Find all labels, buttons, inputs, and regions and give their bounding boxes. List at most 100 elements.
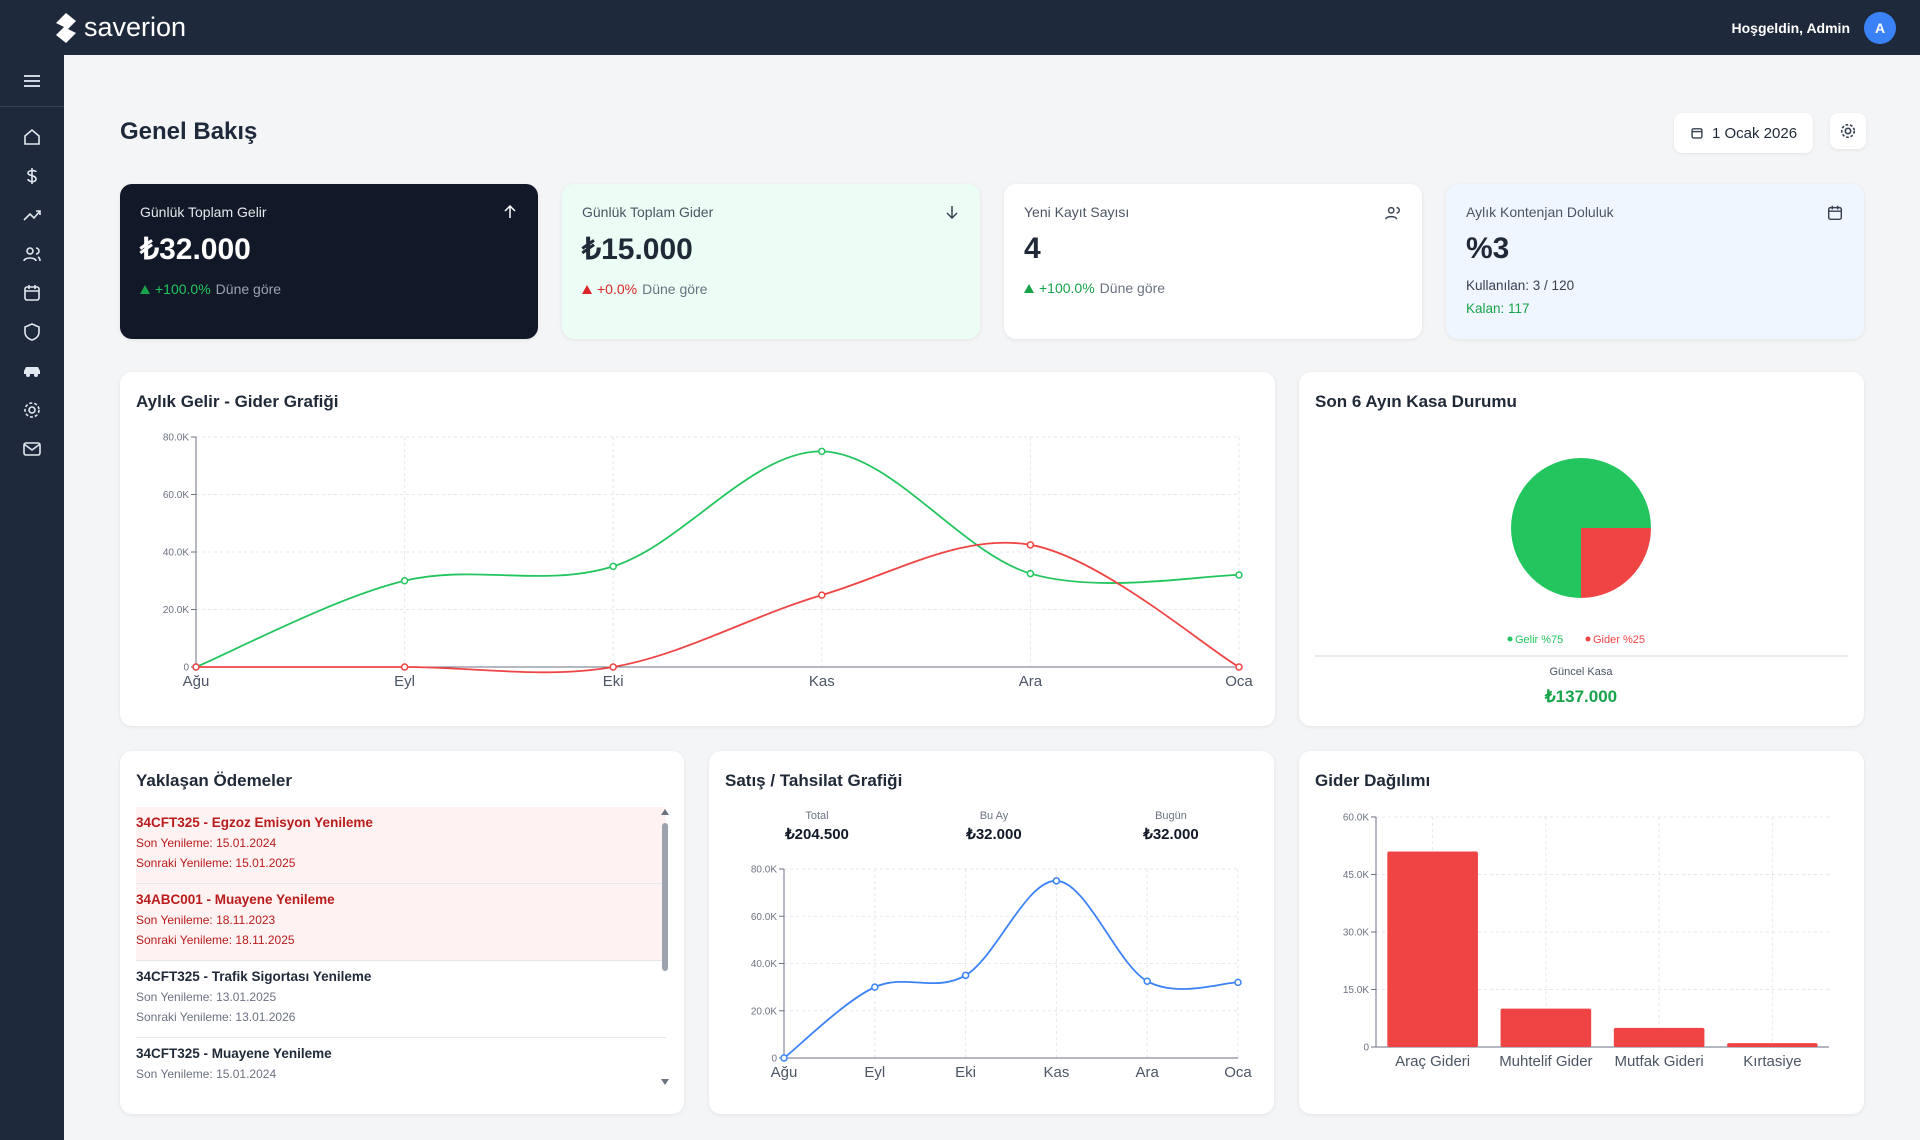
last-renewal: Son Yenileme: 15.01.2024 bbox=[136, 836, 277, 850]
page-title: Genel Bakış bbox=[120, 118, 258, 145]
finance-icon[interactable] bbox=[22, 166, 42, 186]
data-point bbox=[400, 577, 409, 585]
data-point bbox=[609, 562, 617, 571]
series-line bbox=[195, 450, 1240, 668]
series-line bbox=[783, 879, 1239, 1059]
data-point bbox=[1235, 663, 1243, 671]
settings-icon[interactable] bbox=[22, 400, 42, 420]
shield-icon[interactable] bbox=[22, 322, 42, 342]
y-tick-label: 60.0K bbox=[163, 490, 189, 501]
legend-label: Gelir %75 bbox=[1515, 634, 1563, 646]
gear-icon bbox=[1840, 123, 1856, 139]
x-tick-label: Eyl bbox=[394, 673, 415, 690]
up-triangle bbox=[582, 284, 592, 294]
legend-dot bbox=[1585, 636, 1591, 642]
avatar: A bbox=[1864, 11, 1896, 44]
y-tick-label: 40.0K bbox=[751, 959, 777, 970]
brand[interactable]: saverion bbox=[54, 12, 186, 43]
kpi-value: %3 bbox=[1466, 232, 1510, 265]
kpi-note: Düne göre bbox=[1099, 280, 1166, 296]
kpi-title: Yeni Kayıt Sayısı bbox=[1024, 204, 1130, 220]
kpi-value: ₺15.000 bbox=[582, 233, 693, 266]
y-tick-label: 40.0K bbox=[163, 548, 189, 559]
payment-item[interactable]: 34CFT325 - Trafik Sigortası Yenileme Son … bbox=[136, 961, 666, 1038]
data-point bbox=[192, 663, 200, 671]
bar bbox=[1387, 851, 1478, 1047]
kpi-card: Günlük Toplam Gider ₺15.000 +0.0% Düne gö… bbox=[562, 184, 980, 339]
legend-dot bbox=[1507, 636, 1513, 642]
settings-button[interactable] bbox=[1830, 113, 1866, 149]
chart-card: 0 15.0K 30.0K 45.0K 60.0K Araç Gideri Muhtelif… bbox=[1299, 751, 1864, 1114]
payment-item[interactable]: 34CFT325 - Egzoz Emisyon Yenileme Son Yen… bbox=[136, 807, 666, 884]
series-line bbox=[196, 541, 1240, 674]
kpi-change: +100.0% bbox=[1039, 280, 1095, 296]
data-point bbox=[1026, 569, 1035, 578]
data-point bbox=[1234, 978, 1242, 987]
total-label: Güncel Kasa bbox=[1550, 666, 1614, 678]
last-renewal: Son Yenileme: 15.01.2024 bbox=[136, 1067, 277, 1081]
kpi-card: Günlük Toplam Gelir ₺32.000 +100.0% Düne … bbox=[120, 184, 538, 339]
payment-item[interactable]: 34ABC001 - Muayene Yenileme Son Yenileme:… bbox=[136, 884, 666, 961]
chart-card: 0 20.0K 40.0K 60.0K 80.0K Ağu Eyl Eki Kas Ara Oca … bbox=[120, 372, 1275, 726]
calendar-icon[interactable] bbox=[22, 283, 42, 303]
kpi-used: Kullanılan: 3 / 120 bbox=[1466, 278, 1575, 293]
x-tick-label: Kas bbox=[809, 673, 835, 690]
payment-item[interactable]: 34CFT325 - Muayene Yenileme Son Yenileme:… bbox=[136, 1038, 666, 1087]
x-tick-label: Eyl bbox=[864, 1064, 885, 1081]
chart-card: Total ₺204.500 Bu Ay ₺32.000 Bugün ₺32.000 0 20… bbox=[709, 751, 1274, 1114]
mail-icon[interactable] bbox=[22, 439, 42, 459]
y-tick-label: 30.0K bbox=[1343, 928, 1369, 939]
y-tick-label: 45.0K bbox=[1343, 870, 1369, 881]
users-icon[interactable] bbox=[22, 244, 42, 264]
divider bbox=[0, 106, 64, 107]
chart: 0 20.0K 40.0K 60.0K 80.0K Ağu Eyl Eki Kas Ara Oca bbox=[163, 433, 1254, 691]
home-icon[interactable] bbox=[22, 127, 42, 147]
pie-slice bbox=[1581, 528, 1651, 598]
chart-title: Son 6 Ayın Kasa Durumu bbox=[1315, 392, 1517, 411]
chart-card: Gelir %75 Gider %25 Güncel Kasa ₺137.000 So… bbox=[1299, 372, 1864, 726]
trend-icon[interactable] bbox=[22, 205, 42, 225]
car-icon[interactable] bbox=[22, 361, 42, 381]
menu-icon[interactable] bbox=[21, 70, 43, 92]
x-tick-label: Eki bbox=[955, 1064, 976, 1081]
payments-card: Yaklaşan Ödemeler 34CFT325 - Egzoz Emisy… bbox=[120, 751, 684, 1114]
payment-title: 34CFT325 - Trafik Sigortası Yenileme bbox=[136, 969, 372, 984]
kpi-card: Yeni Kayıt Sayısı 4 +100.0% Düne göre bbox=[1004, 184, 1422, 339]
data-point bbox=[1026, 541, 1035, 549]
bar bbox=[1500, 1008, 1592, 1047]
chart: Total ₺204.500 Bu Ay ₺32.000 Bugün ₺32.000 0 20… bbox=[751, 810, 1253, 1081]
kpi-title: Günlük Toplam Gider bbox=[582, 204, 714, 220]
payment-title: 34CFT325 - Muayene Yenileme bbox=[136, 1046, 332, 1061]
data-point bbox=[609, 663, 617, 671]
chart: Gelir %75 Gider %25 Güncel Kasa ₺137.000 bbox=[1315, 458, 1848, 706]
sidebar bbox=[0, 55, 64, 1140]
y-tick-label: 80.0K bbox=[163, 433, 189, 444]
last-renewal: Son Yenileme: 18.11.2023 bbox=[136, 913, 276, 927]
logo bbox=[56, 12, 76, 43]
data-point bbox=[780, 1054, 788, 1062]
user[interactable]: Hoşgeldin, Admin A bbox=[1732, 11, 1896, 44]
kpi-change: +0.0% bbox=[597, 281, 638, 297]
scrollbar[interactable] bbox=[660, 807, 670, 1087]
last-renewal: Son Yenileme: 13.01.2025 bbox=[136, 990, 277, 1004]
kpi-title: Aylık Kontenjan Doluluk bbox=[1466, 204, 1614, 220]
data-point bbox=[818, 447, 826, 456]
down-icon bbox=[946, 206, 958, 220]
data-point bbox=[961, 971, 970, 980]
legend-label: Gider %25 bbox=[1593, 634, 1645, 646]
y-tick-label: 20.0K bbox=[163, 605, 189, 616]
top-bar: saverion Hoşgeldin, Admin A bbox=[0, 0, 1920, 55]
chart-title: Gider Dağılımı bbox=[1315, 771, 1431, 790]
date-picker[interactable]: 1 Ocak 2026 bbox=[1674, 113, 1814, 153]
y-tick-label: 80.0K bbox=[751, 865, 777, 876]
next-renewal: Sonraki Yenileme: 15.01.2025 bbox=[136, 856, 296, 870]
x-tick-label: Muhtelif Gider bbox=[1499, 1053, 1592, 1070]
payment-title: 34ABC001 - Muayene Yenileme bbox=[136, 892, 335, 907]
y-tick-label: 60.0K bbox=[1343, 813, 1369, 824]
payments-list: 34CFT325 - Egzoz Emisyon Yenileme Son Yen… bbox=[136, 807, 666, 1087]
main: Genel Bakış 1 Ocak 2026 Günlük Toplam Ge… bbox=[64, 55, 1920, 1140]
stat-value: ₺204.500 bbox=[784, 826, 849, 843]
data-point bbox=[1052, 877, 1061, 885]
users-icon bbox=[1385, 206, 1400, 220]
data-point bbox=[400, 663, 409, 671]
